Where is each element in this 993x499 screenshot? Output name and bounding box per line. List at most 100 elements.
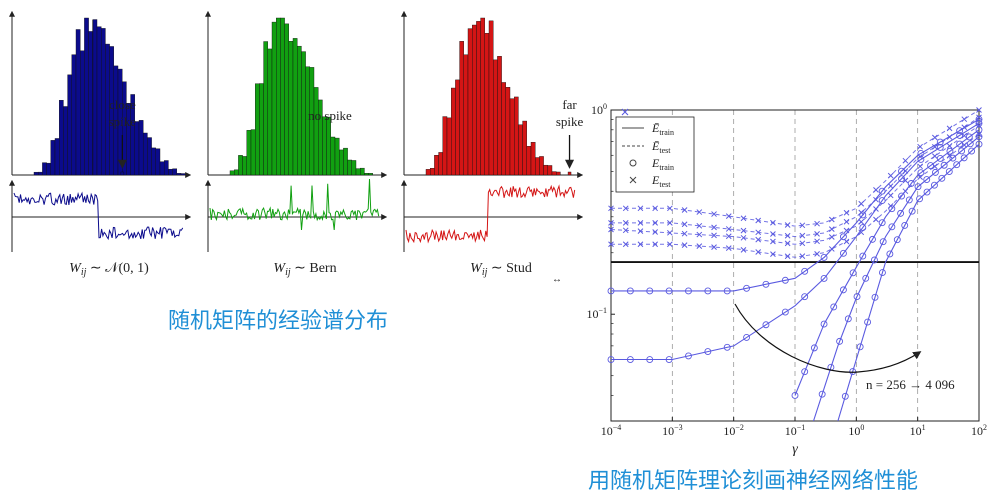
train-series-marker	[859, 252, 867, 260]
train-series-marker	[936, 143, 944, 151]
train-series-line	[837, 143, 980, 422]
legend-label: Etest	[651, 173, 671, 189]
test-series-marker	[696, 209, 703, 215]
train-series-marker	[864, 318, 872, 326]
test-series-marker	[622, 205, 629, 212]
test-series-marker	[770, 251, 776, 257]
test-series-marker	[621, 108, 629, 116]
hist-bar	[92, 19, 98, 176]
train-series-marker	[975, 133, 983, 141]
hist-bar	[368, 173, 374, 176]
hist-bar	[254, 83, 260, 176]
train-series-marker	[859, 224, 867, 232]
hist-bar	[451, 87, 456, 176]
panel-spectrum-gaussian: close spike Wij ∼ 𝒩(0, 1)	[9, 10, 192, 278]
train-series-line	[611, 118, 980, 292]
test-series-marker	[740, 215, 747, 222]
hist-bar	[54, 138, 60, 176]
hist-bar	[360, 167, 365, 176]
hist-bar	[180, 173, 186, 176]
test-series-marker	[755, 249, 762, 255]
panel-label: Wij ∼ 𝒩(0, 1)	[69, 261, 149, 278]
train-series-marker	[886, 250, 894, 258]
train-series-marker	[878, 197, 886, 205]
hist-bar	[501, 82, 507, 176]
train-series-marker	[704, 287, 712, 295]
train-series-marker	[839, 249, 847, 257]
test-series-marker	[652, 220, 659, 226]
hist-bar	[168, 168, 173, 176]
train-series-marker	[665, 356, 673, 363]
hist-bar	[271, 21, 277, 176]
test-series-marker	[858, 218, 865, 225]
y-tick-label: 100	[591, 102, 607, 117]
train-series-marker	[849, 368, 857, 375]
train-series-marker	[830, 303, 838, 311]
hist-bar	[176, 173, 182, 176]
hist-bar	[63, 106, 68, 176]
train-series-marker	[945, 168, 953, 175]
hist-bar	[313, 87, 319, 176]
hist-bar	[334, 137, 340, 176]
hist-bar	[163, 160, 169, 176]
test-series-marker	[931, 153, 938, 159]
test-series-marker	[843, 218, 850, 225]
spike-label-line2: spike	[556, 114, 584, 129]
hist-bar	[343, 147, 348, 176]
test-series-marker	[784, 222, 791, 228]
test-series-marker	[681, 242, 688, 248]
test-series-marker	[887, 192, 894, 199]
train-series-marker	[820, 320, 828, 328]
panel-label: Wij ∼ Bern	[273, 261, 336, 278]
hist-bar	[88, 31, 93, 176]
train-series-marker	[685, 352, 692, 360]
hist-bar	[238, 155, 243, 176]
train-series-marker	[646, 356, 654, 363]
hist-bar	[233, 169, 239, 176]
train-series-marker	[966, 140, 974, 148]
train-series-line	[812, 136, 980, 422]
test-series-marker	[652, 205, 659, 212]
train-series-marker	[931, 168, 939, 176]
train-series-marker	[898, 192, 905, 200]
test-series-marker	[946, 125, 953, 132]
train-series-marker	[820, 275, 828, 282]
hist-bar	[142, 132, 148, 176]
train-series-marker	[917, 155, 925, 163]
test-series-marker	[873, 187, 879, 193]
test-series-marker	[667, 205, 673, 212]
test-series-marker	[637, 241, 644, 248]
train-series-marker	[849, 269, 857, 277]
train-series-marker	[923, 188, 931, 196]
hist-bar	[100, 28, 106, 176]
hist-bar	[535, 157, 540, 176]
signal-line	[13, 191, 184, 241]
test-series-marker	[667, 229, 673, 236]
test-series-marker	[814, 251, 820, 257]
hist-bar	[284, 23, 290, 176]
test-series-marker	[976, 114, 982, 121]
hist-bar	[147, 137, 152, 176]
test-series-marker	[637, 220, 644, 226]
hist-bar	[42, 162, 47, 176]
train-series-marker	[960, 154, 968, 162]
train-series-marker	[723, 343, 731, 351]
hist-bar	[364, 173, 369, 176]
train-series-marker	[869, 235, 876, 243]
train-series-marker	[923, 176, 931, 183]
hist-bar	[556, 171, 561, 176]
test-series-marker	[755, 229, 762, 236]
test-series-marker	[622, 227, 629, 234]
hist-bar	[59, 100, 64, 176]
test-series-marker	[828, 234, 835, 240]
legend-swatch	[629, 176, 637, 184]
hist-bar	[497, 56, 502, 176]
test-series-marker	[931, 134, 938, 141]
hist-bar	[484, 33, 490, 176]
train-series-marker	[956, 127, 964, 135]
hist-bar	[96, 26, 102, 176]
train-series-marker	[743, 333, 751, 341]
x-tick-label: 100	[848, 423, 864, 438]
